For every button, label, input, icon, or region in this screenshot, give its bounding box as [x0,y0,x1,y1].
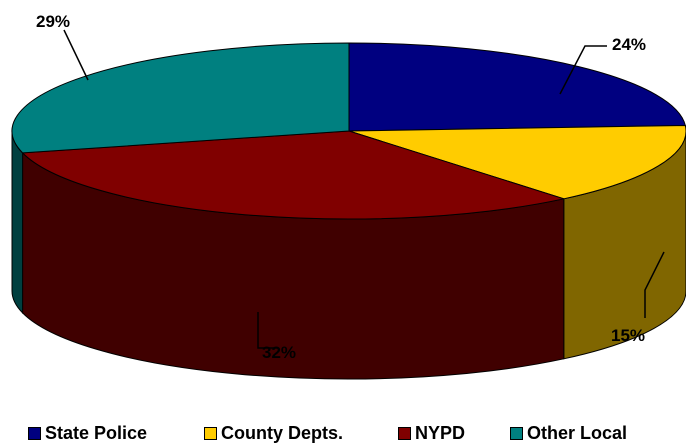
pie-slice-nypd [21,130,566,220]
legend-label-state-police: State Police [45,423,148,443]
legend-label-county-depts: County Depts. [221,423,344,443]
data-label-county-depts: 15% [611,326,645,345]
pie-side-other-local [11,130,24,315]
legend-item-state-police: State Police [28,423,147,444]
data-label-other-local: 29% [36,12,70,31]
legend-swatch-nypd [398,427,411,440]
legend-item-nypd: NYPD [398,423,465,444]
legend-swatch-county-depts [204,427,217,440]
legend: State Police County Depts. NYPD Other Lo… [0,423,686,447]
leader-line-county-depts [644,251,665,318]
leader-line-state-police [559,45,607,95]
leader-line-other-local [63,29,89,81]
legend-item-other-local: Other Local [510,423,627,444]
legend-swatch-state-police [28,427,41,440]
pie-slice-state-police [348,42,686,132]
legend-label-other-local: Other Local [527,423,628,443]
data-label-state-police: 24% [612,35,646,54]
legend-swatch-other-local [510,427,523,440]
leader-line-nypd [257,312,278,349]
legend-label-nypd: NYPD [415,423,466,443]
pie-slice-other-local [11,42,350,154]
legend-item-county-depts: County Depts. [204,423,343,444]
data-label-nypd: 32% [262,343,296,362]
